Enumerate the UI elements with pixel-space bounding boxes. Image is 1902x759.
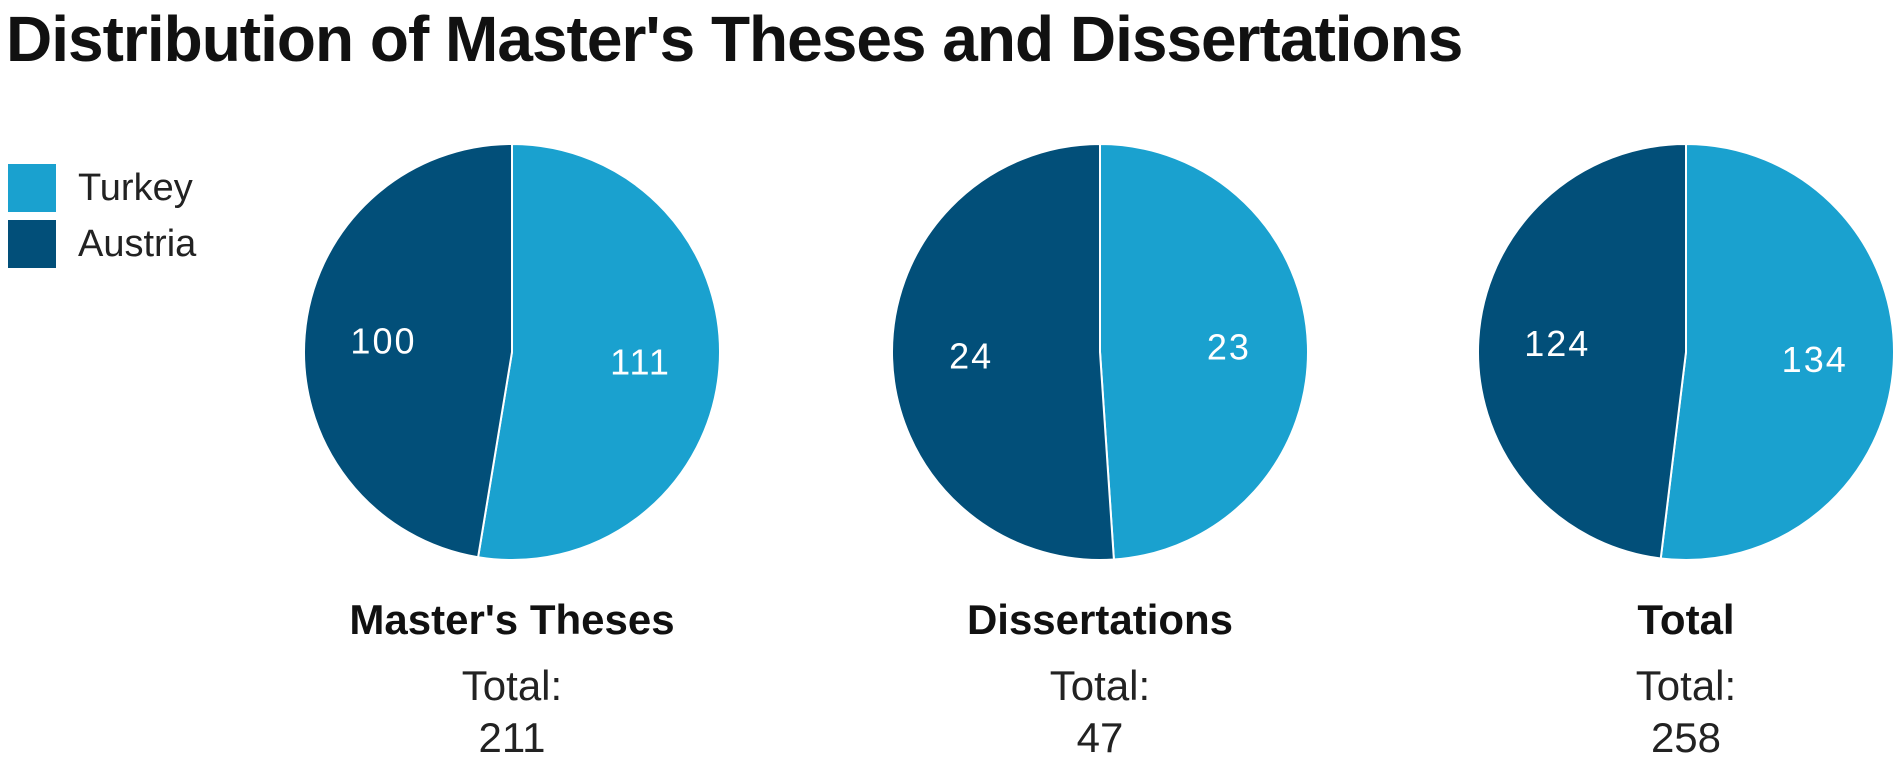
- legend-swatch-austria: [8, 220, 56, 268]
- slice-label-total-turkey: 134: [1782, 339, 1848, 380]
- pie-title-master-s-theses: Master's Theses: [349, 596, 674, 643]
- slice-label-master-s-theses-turkey: 111: [610, 342, 671, 383]
- pie-total-value-total: 258: [1651, 714, 1721, 759]
- legend: Turkey Austria: [8, 160, 196, 272]
- legend-label-austria: Austria: [78, 222, 197, 265]
- pie-slice-dissertations-austria: [891, 142, 1115, 561]
- chart-title: Distribution of Master's Theses and Diss…: [6, 3, 1463, 75]
- legend-label-turkey: Turkey: [78, 166, 193, 209]
- pie-total-value-dissertations: 47: [1077, 714, 1124, 759]
- pie-master-s-theses: 111 100 Master's Theses Total: 211: [303, 142, 721, 759]
- pie-total: 134 124 Total Total: 258: [1477, 142, 1895, 759]
- pie-slice-dissertations-turkey: [1099, 142, 1309, 561]
- pie-dissertations: 23 24 Dissertations Total: 47: [891, 142, 1309, 759]
- pie-total-value-master-s-theses: 211: [479, 714, 546, 759]
- slice-label-total-austria: 124: [1524, 323, 1590, 364]
- pie-total-label-master-s-theses: Total:: [462, 662, 562, 709]
- pie-title-total: Total: [1637, 596, 1734, 643]
- legend-item-turkey: Turkey: [8, 160, 196, 216]
- pie-slice-total-turkey: [1659, 142, 1895, 561]
- pie-total-label-dissertations: Total:: [1050, 662, 1150, 709]
- slice-label-dissertations-austria: 24: [949, 335, 993, 376]
- pie-slice-master-s-theses-austria: [303, 142, 513, 559]
- legend-swatch-turkey: [8, 164, 56, 212]
- pie-total-label-total: Total:: [1636, 662, 1736, 709]
- pie-slice-total-austria: [1477, 142, 1687, 560]
- legend-item-austria: Austria: [8, 216, 196, 272]
- slice-label-dissertations-turkey: 23: [1207, 327, 1251, 368]
- pie-slice-master-s-theses-turkey: [476, 142, 721, 561]
- slice-label-master-s-theses-austria: 100: [350, 320, 416, 361]
- pie-title-dissertations: Dissertations: [967, 596, 1233, 643]
